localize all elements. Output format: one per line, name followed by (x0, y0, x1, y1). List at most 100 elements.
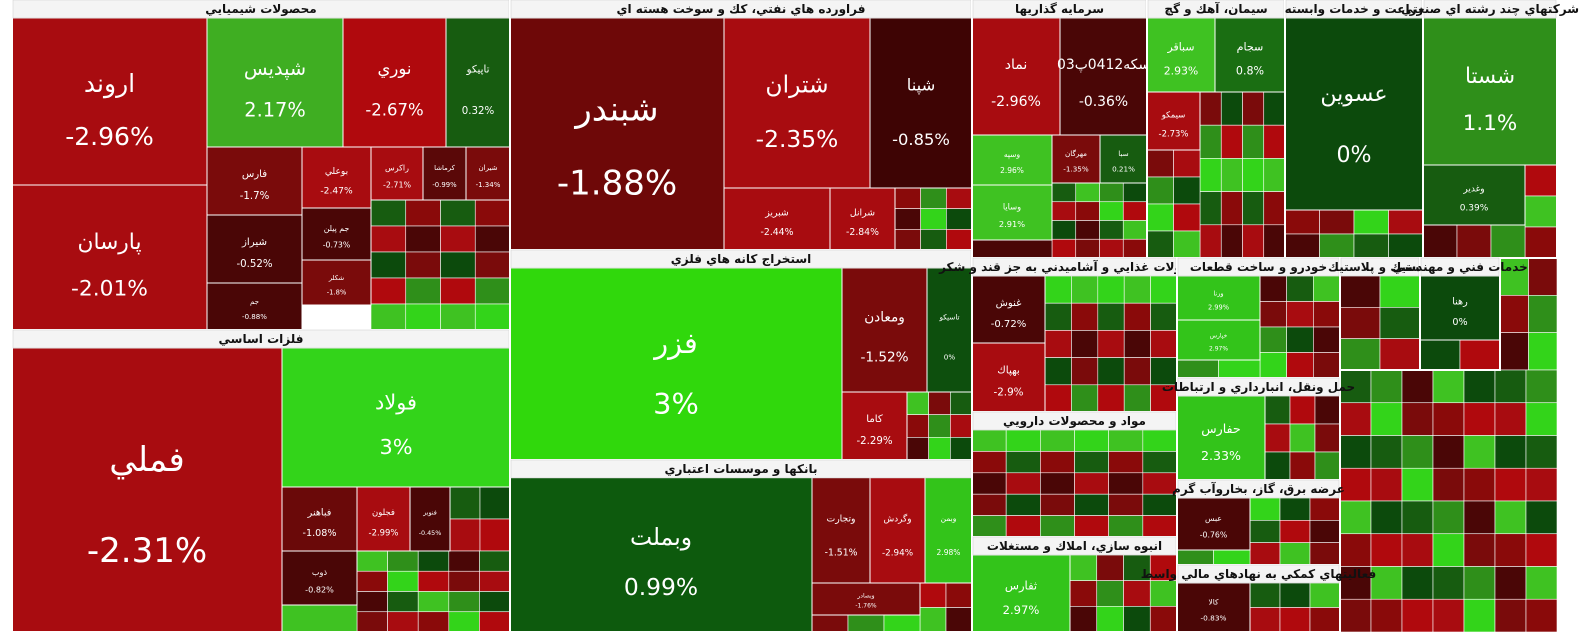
minor-tile (1074, 429, 1109, 452)
minor-tile (1075, 201, 1100, 221)
stock-change: -0.88% (242, 312, 267, 321)
stock-name: شيراز (241, 237, 267, 248)
stock-change: -1.52% (860, 349, 908, 365)
minor-tile (448, 570, 480, 592)
stock-tile (356, 486, 411, 552)
minor-tile (370, 225, 407, 253)
minor-tile (1401, 467, 1434, 502)
minor-tile (1173, 176, 1201, 205)
minor-tile (920, 187, 947, 209)
stock-name: بوعلي (325, 167, 348, 177)
minor-tile (1525, 402, 1558, 436)
stock-tile (811, 475, 871, 584)
stock-name: راكرس (385, 164, 409, 173)
sector-title: لاستيك و پلاستيك (1328, 260, 1432, 275)
stock-tile (11, 347, 283, 633)
stock-name: ورنا (1213, 290, 1223, 298)
sector-title: بانكها و موسسات اعتباري (665, 462, 818, 477)
minor-tile (1075, 220, 1100, 240)
stock-change: -1.76% (855, 603, 877, 610)
minor-tile (894, 229, 921, 251)
stock-tile (1419, 275, 1501, 341)
minor-tile (405, 277, 441, 305)
sector-title: سيمان، آهك و گچ (1164, 1, 1267, 17)
minor-tile (1146, 230, 1174, 259)
stock-change: -2.31% (87, 531, 207, 571)
stock-tile (971, 134, 1053, 186)
stock-change: 0.99% (624, 573, 698, 601)
stock-change: -0.82% (305, 584, 334, 594)
stock-tile (1176, 275, 1261, 321)
stock-change: -0.99% (432, 181, 457, 189)
minor-tile (920, 208, 947, 230)
stock-change: -2.96% (65, 122, 154, 151)
minor-tile (1432, 369, 1465, 404)
minor-tile (1074, 451, 1109, 474)
minor-tile (971, 515, 1007, 538)
minor-tile (440, 199, 476, 227)
stock-name: بهپاك (997, 365, 1019, 377)
minor-tile (1494, 500, 1527, 535)
minor-tile (1370, 533, 1403, 567)
minor-tile (1074, 515, 1109, 538)
minor-tile (417, 570, 450, 592)
minor-tile (1220, 191, 1243, 226)
stock-name: ثفارس (1005, 578, 1037, 593)
stock-name: ومعادن (864, 310, 905, 326)
minor-tile (449, 518, 481, 552)
minor-tile (479, 486, 511, 520)
minor-tile (1051, 201, 1077, 221)
minor-tile (1123, 302, 1151, 331)
stock-change: 2.97% (1003, 603, 1040, 617)
stock-change: -2.67% (365, 100, 423, 119)
minor-tile (1525, 500, 1558, 535)
minor-tile (479, 570, 511, 592)
sector-title: خدمات فني و مهندسي (1392, 260, 1528, 275)
minor-tile (1313, 326, 1341, 353)
minor-tile (1314, 423, 1341, 453)
minor-tile (1401, 402, 1434, 436)
minor-tile (1419, 339, 1461, 371)
minor-tile (971, 493, 1007, 516)
stock-name: نماد (1005, 57, 1028, 73)
minor-tile (440, 277, 476, 305)
minor-tile (1096, 606, 1124, 633)
minor-tile (1313, 301, 1341, 328)
stock-change: 3% (653, 387, 699, 421)
minor-tile (1401, 435, 1434, 469)
stock-tile (206, 146, 303, 216)
minor-tile (1494, 369, 1527, 404)
minor-tile (1309, 542, 1341, 566)
minor-tile (1379, 307, 1421, 339)
stock-tile (723, 17, 871, 189)
stock-change: 0.21% (1112, 165, 1135, 174)
minor-tile (1422, 224, 1458, 259)
minor-tile (1108, 515, 1144, 538)
minor-tile (1108, 493, 1144, 516)
stock-tile (301, 259, 372, 306)
stock-name: وبصادر (856, 592, 874, 599)
minor-tile (1494, 402, 1527, 436)
minor-tile (1099, 220, 1124, 240)
minor-tile (1528, 295, 1558, 333)
stock-change: -1.88% (557, 164, 677, 204)
minor-tile (356, 611, 388, 633)
minor-tile (1122, 201, 1148, 221)
sector-title: سرمايه گذاريها (1015, 2, 1104, 16)
stock-change: 0.8% (1236, 64, 1264, 77)
stock-change: -2.71% (383, 181, 412, 190)
minor-tile (1370, 435, 1403, 469)
minor-tile (1150, 384, 1178, 413)
stock-change: 2.33% (1201, 448, 1241, 463)
minor-tile (1432, 435, 1465, 469)
minor-tile (1123, 580, 1151, 607)
minor-tile (1123, 330, 1151, 358)
stock-change: 0% (1336, 143, 1371, 168)
minor-tile (1339, 533, 1372, 567)
minor-tile (440, 225, 476, 253)
minor-tile (1122, 238, 1148, 259)
minor-tile (1259, 275, 1287, 302)
minor-tile (1339, 435, 1372, 469)
stock-name: وتجارت (826, 513, 855, 524)
